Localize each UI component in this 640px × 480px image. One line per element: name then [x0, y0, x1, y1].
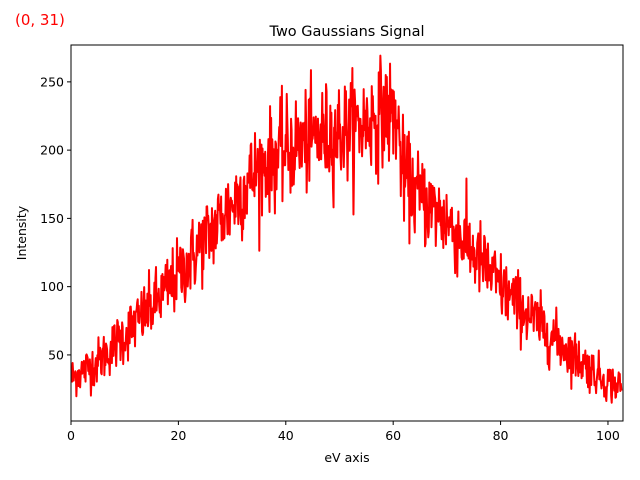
signal-line	[71, 54, 623, 404]
axes-frame	[70, 44, 624, 422]
cursor-coordinate-readout: (0, 31)	[15, 11, 65, 29]
y-tick-label: 100	[40, 279, 64, 294]
x-tick-label: 100	[596, 428, 620, 443]
y-tick-label: 50	[48, 347, 64, 362]
x-tick-label: 80	[493, 428, 509, 443]
y-tick-label: 150	[40, 211, 64, 226]
plot-area	[71, 54, 623, 404]
x-tick-label: 0	[67, 428, 75, 443]
x-tick-label: 20	[170, 428, 186, 443]
y-axis-ticks: 50 100 150 200 250	[40, 74, 71, 362]
chart-title: Two Gaussians Signal	[268, 24, 424, 40]
y-tick-label: 200	[40, 143, 64, 158]
x-tick-label: 60	[385, 428, 401, 443]
x-axis-ticks: 0 20 40 60 80 100	[67, 421, 620, 443]
x-tick-label: 40	[278, 428, 294, 443]
x-axis-label: eV axis	[324, 450, 369, 465]
y-tick-label: 250	[40, 74, 64, 89]
y-axis-label: Intensity	[14, 205, 29, 260]
